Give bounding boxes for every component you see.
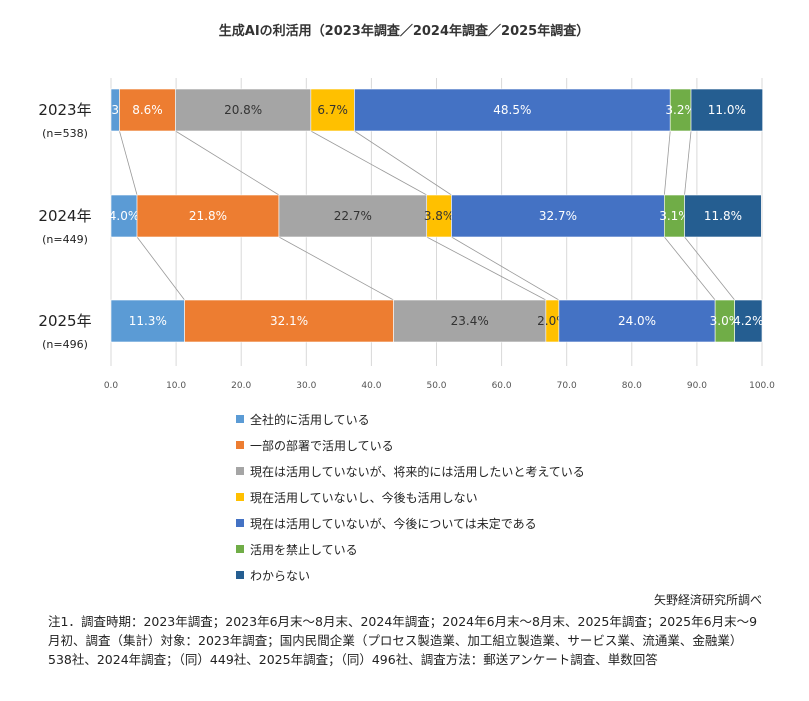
- bar-segment: [175, 88, 312, 132]
- bar-segment: [110, 194, 138, 238]
- connector-line: [278, 236, 394, 301]
- data-label: 6.7%: [317, 103, 348, 117]
- legend-item: 全社的に活用している: [236, 406, 585, 432]
- footnote: 注1．調査時期：2023年調査；2023年6月末～8月末、2024年調査；202…: [48, 614, 758, 667]
- data-label: 4.2%: [733, 314, 764, 328]
- stacked-bar-chart: 生成AIの利活用（2023年調査／2024年調査／2025年調査） 0.0 10.0…: [38, 23, 775, 391]
- legend-swatch: [236, 571, 244, 579]
- x-tick-label: 80.0: [622, 381, 642, 391]
- bar-segment: [119, 88, 176, 132]
- data-label: 32.1%: [270, 314, 308, 328]
- legend-swatch: [236, 545, 244, 553]
- connector-line: [175, 130, 280, 196]
- x-tick-label: 20.0: [231, 381, 251, 391]
- legend: 全社的に活用している一部の部署で活用している現在は活用していないが、将来的には活…: [236, 406, 585, 588]
- y-category-label: 2023年: [38, 101, 91, 119]
- x-tick-label: 60.0: [492, 381, 512, 391]
- bar-segment: [734, 299, 763, 343]
- legend-label: 現在は活用していないが、将来的には活用したいと考えている: [250, 464, 585, 479]
- legend-swatch: [236, 493, 244, 501]
- data-label: 3.8%: [424, 209, 455, 223]
- sample-size-label: (n=538): [42, 127, 88, 140]
- connector-line: [664, 236, 716, 301]
- data-label: 3.2%: [665, 103, 696, 117]
- data-label: 24.0%: [618, 314, 656, 328]
- bar-segment: [690, 88, 763, 132]
- bar-segment: [684, 194, 762, 238]
- legend-label: 現在は活用していないが、今後については未定である: [250, 516, 537, 531]
- data-label: 23.4%: [451, 314, 489, 328]
- data-label: 8.6%: [132, 103, 163, 117]
- bar-segment: [184, 299, 394, 343]
- x-tick-label: 30.0: [296, 381, 316, 391]
- x-tick-label: 70.0: [557, 381, 577, 391]
- legend-swatch: [236, 467, 244, 475]
- legend-label: 活用を禁止している: [250, 542, 358, 557]
- legend-item: 現在は活用していないが、将来的には活用したいと考えている: [236, 458, 585, 484]
- data-label: 3.1%: [659, 209, 690, 223]
- connector-line: [684, 130, 692, 196]
- data-label: 4.0%: [109, 209, 140, 223]
- data-label: 32.7%: [539, 209, 577, 223]
- bar-segment: [354, 88, 671, 132]
- x-tick-label: 100.0: [749, 381, 775, 391]
- data-label: 11.8%: [704, 209, 742, 223]
- connector-line: [119, 130, 138, 196]
- bar-segment: [558, 299, 716, 343]
- data-label: 3.0%: [710, 314, 741, 328]
- source-credit: 矢野経済研究所調べ: [653, 593, 762, 607]
- bar-segment: [426, 194, 452, 238]
- legend-label: 一部の部署で活用している: [250, 438, 394, 453]
- legend-item: 現在活用していないし、今後も活用しない: [236, 484, 585, 510]
- legend-swatch: [236, 441, 244, 449]
- connector-line: [136, 236, 185, 301]
- data-label: 20.8%: [224, 103, 262, 117]
- x-tick-label: 90.0: [687, 381, 707, 391]
- chart-title: 生成AIの利活用（2023年調査／2024年調査／2025年調査）: [219, 23, 589, 39]
- x-tick-label: 0.0: [104, 381, 119, 391]
- legend-item: 活用を禁止している: [236, 536, 585, 562]
- connector-line: [451, 236, 560, 301]
- bar-segment: [393, 299, 547, 343]
- data-label: 22.7%: [334, 209, 372, 223]
- legend-label: わからない: [250, 568, 311, 583]
- bar-segment: [310, 88, 355, 132]
- connector-line: [426, 236, 547, 301]
- y-category-label: 2025年: [38, 312, 91, 330]
- sample-size-label: (n=449): [42, 233, 88, 246]
- legend-item: わからない: [236, 562, 585, 588]
- legend-label: 全社的に活用している: [250, 412, 370, 427]
- connector-line: [310, 130, 427, 196]
- legend-item: 一部の部署で活用している: [236, 432, 585, 458]
- connector-line: [663, 130, 671, 196]
- data-label: 48.5%: [493, 103, 531, 117]
- data-label: 21.8%: [189, 209, 227, 223]
- data-label: 11.3%: [129, 314, 167, 328]
- y-category-label: 2024年: [38, 207, 91, 225]
- legend-swatch: [236, 519, 244, 527]
- x-tick-label: 50.0: [426, 381, 446, 391]
- sample-size-label: (n=496): [42, 338, 88, 351]
- legend-label: 現在活用していないし、今後も活用しない: [250, 490, 478, 505]
- bar-segment: [278, 194, 428, 238]
- connector-line: [684, 236, 735, 301]
- legend-item: 現在は活用していないが、今後については未定である: [236, 510, 585, 536]
- bar-segment: [451, 194, 665, 238]
- x-tick-label: 40.0: [361, 381, 381, 391]
- connector-line: [354, 130, 452, 196]
- x-tick-label: 10.0: [166, 381, 186, 391]
- legend-swatch: [236, 415, 244, 423]
- data-label: 11.0%: [708, 103, 746, 117]
